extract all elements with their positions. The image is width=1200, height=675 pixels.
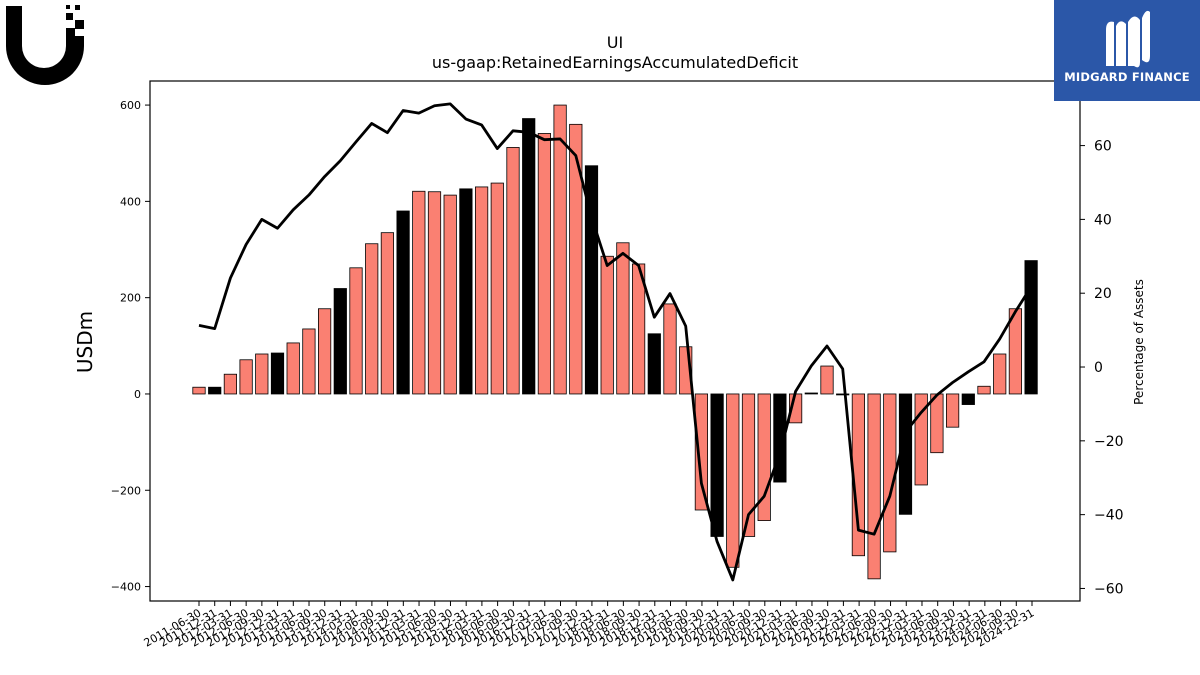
- bar-2021-06-30: [820, 365, 834, 395]
- bar-2011-09-30: [208, 386, 222, 395]
- bar-2012-09-30: [270, 352, 285, 395]
- y2-tick-label: 20: [1094, 286, 1112, 302]
- bar-2024-06-30: [1008, 308, 1023, 395]
- bar-2012-03-31: [239, 359, 253, 395]
- bar-2014-03-31: [365, 243, 379, 395]
- y-axis-label: USDm: [73, 311, 97, 373]
- y-tick-label: 400: [120, 195, 141, 208]
- bar-2014-06-30: [380, 232, 395, 395]
- ui-logo-icon: [6, 5, 84, 85]
- y-tick-label: 600: [120, 99, 141, 112]
- bar-2016-12-31: [537, 133, 552, 395]
- midgard-m-logo-icon: [1106, 10, 1150, 68]
- y2-tick-label: 0: [1094, 360, 1103, 376]
- bar-2023-06-30: [946, 393, 960, 428]
- bar-2017-12-31: [600, 255, 614, 395]
- bar-2019-09-30: [710, 393, 724, 537]
- bar-2023-12-31: [977, 385, 991, 395]
- bar-2023-09-30: [961, 393, 975, 405]
- bar-2013-03-31: [302, 328, 316, 395]
- bar-2011-12-31: [223, 373, 237, 395]
- chart-title: UI: [607, 33, 623, 52]
- bar-2023-03-31: [930, 393, 944, 454]
- bar-2016-06-30: [506, 147, 520, 395]
- bar-2013-09-30: [333, 288, 347, 395]
- y2-tick-label: 60: [1094, 139, 1112, 155]
- y2-tick-label: −60: [1094, 581, 1124, 597]
- chart-subtitle: us-gaap:RetainedEarningsAccumulatedDefic…: [432, 53, 798, 72]
- bar-2014-12-31: [412, 190, 426, 395]
- bar-2014-09-30: [396, 210, 410, 395]
- bar-2024-09-30: [1024, 260, 1038, 395]
- bar-2020-03-31: [741, 393, 756, 537]
- bar-2015-09-30: [459, 188, 473, 395]
- bar-2015-12-31: [474, 186, 489, 395]
- bar-2016-09-30: [522, 118, 536, 395]
- bar-2017-03-31: [553, 104, 567, 395]
- bar-2015-03-31: [427, 191, 442, 395]
- bar-2012-12-31: [286, 342, 300, 395]
- bar-2019-06-30: [694, 393, 709, 511]
- plot-frame: [149, 80, 1081, 602]
- bar-2017-06-30: [569, 123, 583, 395]
- bar-2018-09-30: [647, 333, 661, 395]
- bar-2013-12-31: [349, 267, 363, 395]
- bar-2013-06-30: [317, 308, 332, 395]
- series-line-percentage-of-assets: [198, 102, 1033, 582]
- bar-2015-06-30: [443, 194, 457, 395]
- bar-2012-06-30: [255, 353, 269, 395]
- y-tick-label: −400: [111, 581, 141, 594]
- bar-2019-12-31: [726, 393, 740, 568]
- y2-axis-label: Percentage of Assets: [1132, 279, 1146, 405]
- bar-2021-03-31: [804, 392, 818, 395]
- bar-2018-03-31: [616, 242, 630, 395]
- brand-badge: MIDGARD FINANCE: [1054, 0, 1200, 101]
- y-tick-label: −200: [111, 484, 141, 497]
- y2-tick-label: −20: [1094, 434, 1124, 450]
- brand-name: MIDGARD FINANCE: [1064, 70, 1190, 84]
- bar-2022-03-31: [867, 393, 881, 580]
- bar-2024-03-31: [993, 353, 1007, 395]
- bar-2021-09-30: [836, 393, 850, 396]
- y-tick-label: 0: [134, 388, 141, 401]
- bar-2018-12-31: [663, 303, 677, 395]
- y2-tick-label: −40: [1094, 508, 1124, 524]
- y-tick-label: 200: [120, 292, 141, 305]
- y2-tick-label: 40: [1094, 212, 1112, 228]
- bar-2016-03-31: [490, 182, 504, 395]
- bar-2011-06-30: [192, 386, 206, 395]
